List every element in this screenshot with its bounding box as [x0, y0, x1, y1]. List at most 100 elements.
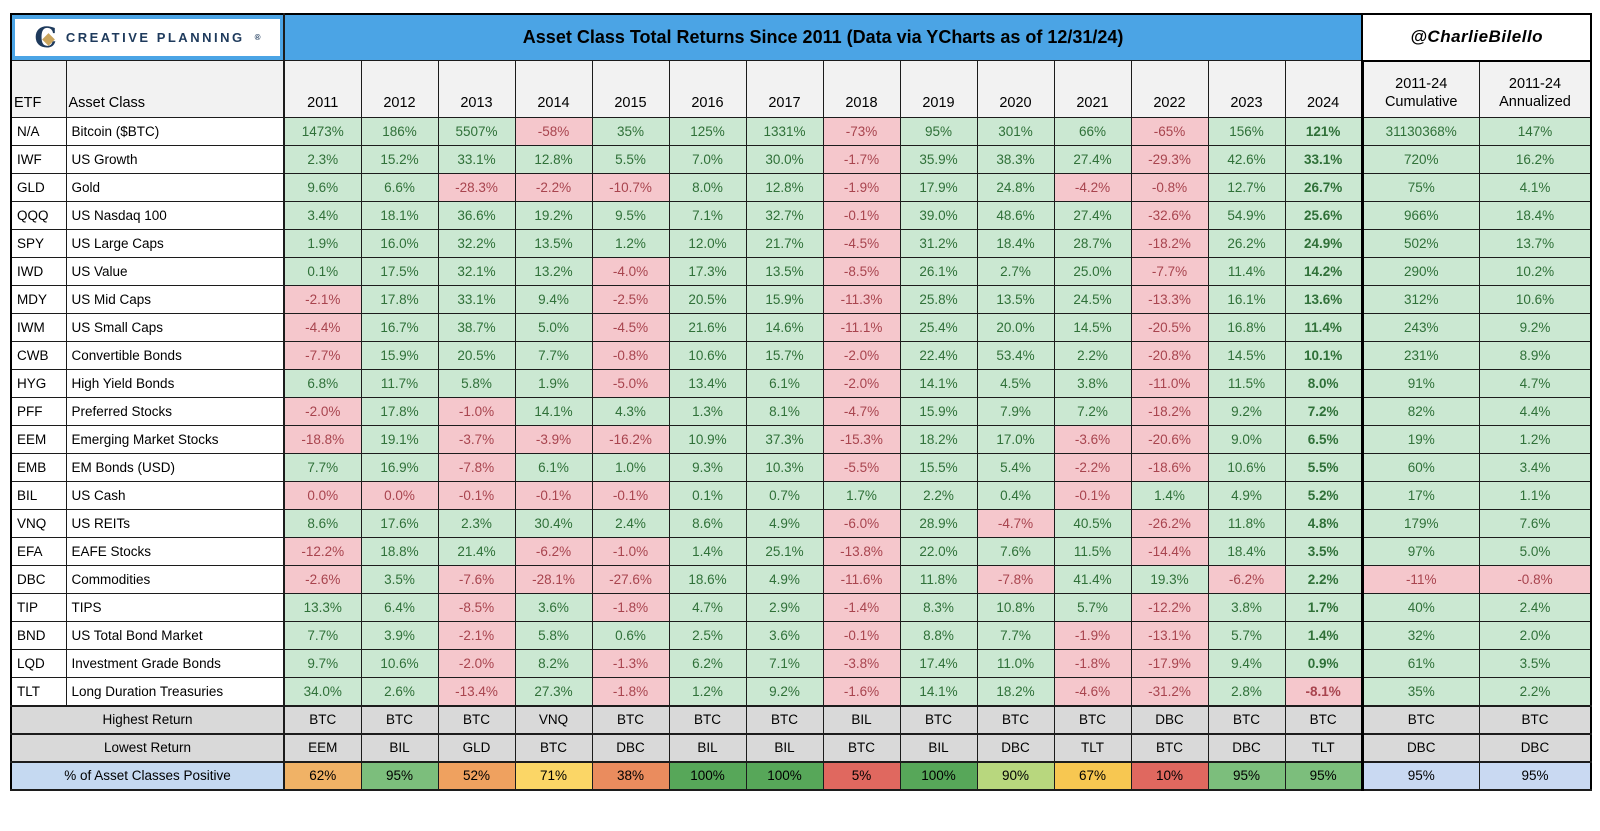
asset-class-name: EM Bonds (USD): [65, 453, 285, 482]
return-cell: -12.2%: [283, 537, 362, 566]
return-cell: -1.0%: [437, 397, 516, 426]
return-cell: 13.5%: [976, 285, 1055, 314]
asset-class-name: US Mid Caps: [65, 285, 285, 314]
annualized-cell: 10.2%: [1478, 257, 1592, 286]
return-cell: 16.9%: [360, 453, 439, 482]
return-cell: -1.7%: [822, 145, 901, 174]
return-cell: 4.9%: [1207, 481, 1286, 510]
return-cell: 6.1%: [745, 369, 824, 398]
return-cell: 2.2%: [899, 481, 978, 510]
return-cell: 0.4%: [976, 481, 1055, 510]
return-cell: 0.7%: [745, 481, 824, 510]
return-cell: 1.4%: [1130, 481, 1209, 510]
etf-ticker: SPY: [10, 229, 67, 258]
return-cell: -58%: [514, 117, 593, 146]
return-cell: 9.4%: [514, 285, 593, 314]
return-cell: 4.3%: [591, 397, 670, 426]
footer-label-lowest-return: Lowest Return: [10, 732, 285, 763]
return-cell: 40.5%: [1053, 509, 1132, 538]
return-cell: 3.9%: [360, 621, 439, 650]
return-cell: 27.4%: [1053, 201, 1132, 230]
col-cumulative-line1: 2011-24: [1395, 75, 1448, 92]
positive-cell: 67%: [1053, 760, 1132, 791]
return-cell: 16.1%: [1207, 285, 1286, 314]
positive-cell: 62%: [283, 760, 362, 791]
return-cell: 1.9%: [283, 229, 362, 258]
return-cell: 18.1%: [360, 201, 439, 230]
etf-ticker: BND: [10, 621, 67, 650]
return-cell: 18.2%: [899, 425, 978, 454]
return-cell: 10.8%: [976, 593, 1055, 622]
return-cell: 6.4%: [360, 593, 439, 622]
highest-cell: BTC: [976, 704, 1055, 735]
return-cell: -32.6%: [1130, 201, 1209, 230]
etf-ticker: TLT: [10, 677, 67, 706]
col-year-2022: 2022: [1130, 60, 1209, 118]
highest-cell: BTC: [591, 704, 670, 735]
annualized-cell: 7.6%: [1478, 509, 1592, 538]
lowest-cell: TLT: [1053, 732, 1132, 763]
return-cell: 19.2%: [514, 201, 593, 230]
return-cell: 0.1%: [283, 257, 362, 286]
lowest-cell: BTC: [822, 732, 901, 763]
return-cell: 15.5%: [899, 453, 978, 482]
return-cell: 2.2%: [1053, 341, 1132, 370]
asset-class-name: Bitcoin ($BTC): [65, 117, 285, 146]
return-cell: -16.2%: [591, 425, 670, 454]
return-cell: 24.5%: [1053, 285, 1132, 314]
cumulative-cell: 19%: [1360, 425, 1480, 454]
cumulative-cell: 179%: [1360, 509, 1480, 538]
return-cell: -0.1%: [514, 481, 593, 510]
return-cell: 5.2%: [1284, 481, 1363, 510]
return-cell: -0.8%: [591, 341, 670, 370]
return-cell: 35.9%: [899, 145, 978, 174]
cumulative-cell: 502%: [1360, 229, 1480, 258]
return-cell: -14.4%: [1130, 537, 1209, 566]
highest-cell: BIL: [822, 704, 901, 735]
annualized-cell: 1.1%: [1478, 481, 1592, 510]
return-cell: 9.6%: [283, 173, 362, 202]
return-cell: -0.1%: [591, 481, 670, 510]
asset-row: EFA EAFE Stocks -12.2% 18.8% 21.4% -6.2% -1.0%…: [10, 537, 1592, 566]
return-cell: 7.7%: [976, 621, 1055, 650]
lowest-cell: DBC: [976, 732, 1055, 763]
return-cell: -11.6%: [822, 565, 901, 594]
return-cell: 42.6%: [1207, 145, 1286, 174]
positive-cell: 95%: [1207, 760, 1286, 791]
return-cell: 25.1%: [745, 537, 824, 566]
return-cell: 10.9%: [668, 425, 747, 454]
etf-ticker: HYG: [10, 369, 67, 398]
return-cell: 26.7%: [1284, 173, 1363, 202]
return-cell: 5.8%: [514, 621, 593, 650]
asset-class-name: Long Duration Treasuries: [65, 677, 285, 706]
asset-row: LQD Investment Grade Bonds 9.7% 10.6% -2.0% 8…: [10, 649, 1592, 678]
page-title: Asset Class Total Returns Since 2011 (Da…: [282, 13, 1363, 61]
return-cell: -28.3%: [437, 173, 516, 202]
return-cell: 1.2%: [591, 229, 670, 258]
return-cell: -20.8%: [1130, 341, 1209, 370]
return-cell: 5.4%: [976, 453, 1055, 482]
annualized-cell: 4.1%: [1478, 173, 1592, 202]
return-cell: -4.5%: [822, 229, 901, 258]
highest-annualized: BTC: [1478, 704, 1592, 735]
return-cell: -0.1%: [437, 481, 516, 510]
return-cell: 34.0%: [283, 677, 362, 706]
return-cell: 8.3%: [899, 593, 978, 622]
cumulative-cell: 61%: [1360, 649, 1480, 678]
return-cell: -18.8%: [283, 425, 362, 454]
return-cell: 6.6%: [360, 173, 439, 202]
return-cell: -13.4%: [437, 677, 516, 706]
title-row: C CREATIVE PLANNING ® Asset Class Total R…: [10, 13, 1593, 62]
return-cell: 17.8%: [360, 285, 439, 314]
asset-class-name: Commodities: [65, 565, 285, 594]
return-cell: 5507%: [437, 117, 516, 146]
return-cell: 30.0%: [745, 145, 824, 174]
positive-cell: 100%: [899, 760, 978, 791]
creative-planning-c-icon: C: [35, 23, 57, 52]
asset-class-name: US Nasdaq 100: [65, 201, 285, 230]
return-cell: 11.5%: [1207, 369, 1286, 398]
positive-cell: 52%: [437, 760, 516, 791]
return-cell: 28.7%: [1053, 229, 1132, 258]
return-cell: 1.2%: [668, 677, 747, 706]
return-cell: 3.4%: [283, 201, 362, 230]
